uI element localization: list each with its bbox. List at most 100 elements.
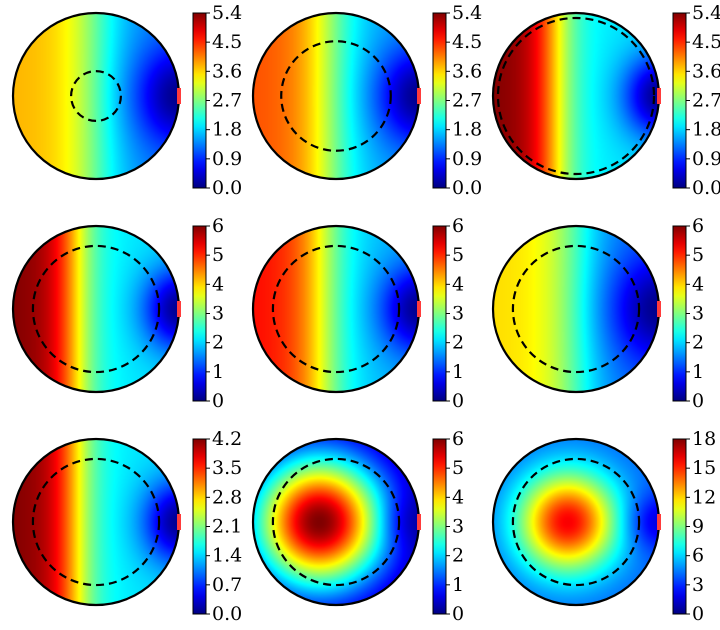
colorbar-tick-label: 18 [692,428,716,450]
colorbar-tick-label: 2.7 [452,90,482,112]
colorbar [672,12,687,189]
colorbar [192,12,207,189]
colorbar-tick-label: 0.0 [212,603,242,625]
inner-dashed-circle [271,244,401,374]
inner-dashed-circle [31,244,161,374]
colorbar-tick-label: 15 [692,457,716,479]
colorbar-tick-label: 0.9 [692,148,720,170]
colorbar-tick-label: 0.9 [452,148,482,170]
colorbar-tick-label: 6 [692,215,704,237]
colorbar-tick-label: 3.6 [212,60,242,82]
sink-marker [657,301,661,317]
inner-dashed-circle [496,16,656,176]
colorbar-tick-label: 2.8 [212,486,242,508]
colorbar-tick-label: 1 [452,361,464,383]
colorbar-tick-label: 3 [452,303,464,325]
inner-dashed-circle [31,457,161,587]
colorbar-tick-label: 1.4 [212,545,242,567]
colorbar-tick-label: 0 [692,390,704,412]
sink-marker [417,514,421,530]
inner-dashed-circle [271,457,401,587]
heatmap-field [253,226,419,392]
sink-marker [657,88,661,104]
colorbar-tick-label: 9 [692,516,704,538]
colorbar-tick-label: 1.8 [692,119,720,141]
panel-2: 5.4 4.5 3.6 2.7 1.8 0.9 0.0 [251,2,482,199]
sink-marker [657,514,661,530]
colorbar-tick-label: 3.6 [692,60,720,82]
inner-dashed-circle [69,69,122,122]
sink-marker [177,514,181,530]
colorbar-tick-label: 3.5 [212,457,242,479]
heatmap-field [493,226,659,392]
colorbar-tick-label: 3.6 [452,60,482,82]
inner-dashed-circle [511,244,641,374]
colorbar-tick-label: 5 [452,457,464,479]
colorbar-tick-label: 0.0 [212,177,242,199]
colorbar-tick-label: 5.4 [212,2,242,24]
colorbar-tick-label: 6 [452,428,464,450]
colorbar-tick-label: 4 [452,486,464,508]
colorbar-tick-label: 3 [692,303,704,325]
colorbar-tick-label: 2.1 [212,516,242,538]
colorbar [672,438,687,615]
colorbar-tick-label: 4.5 [692,31,720,53]
colorbar-tick-label: 2.7 [212,90,242,112]
colorbar-tick-label: 5.4 [692,2,720,24]
colorbar-tick-label: 0 [452,390,464,412]
colorbar-tick-label: 3 [452,516,464,538]
colorbar-tick-label: 4 [692,273,704,295]
colorbar-tick-label: 1.8 [452,119,482,141]
colorbar [432,225,447,402]
colorbar [192,438,207,615]
colorbar-tick-label: 2 [452,332,464,354]
panel-9: 18 15 12 9 6 3 0 [491,428,716,625]
colorbar-tick-label: 0.7 [212,574,242,596]
colorbar-tick-label: 0 [452,603,464,625]
colorbar-tick-label: 5.4 [452,2,482,24]
colorbar-tick-label: 1 [452,574,464,596]
heatmap-field [13,226,179,392]
colorbar-tick-label: 6 [452,215,464,237]
colorbar [672,225,687,402]
colorbar-tick-label: 0.0 [692,177,720,199]
colorbar-tick-label: 1.8 [212,119,242,141]
colorbar-tick-label: 2 [212,332,224,354]
colorbar-tick-label: 2 [692,332,704,354]
colorbar-tick-label: 2 [452,545,464,567]
panel-8: 6 5 4 3 2 1 0 [251,428,464,625]
heatmap-field [13,439,179,605]
colorbar [432,438,447,615]
colorbar-tick-label: 0 [692,603,704,625]
colorbar-tick-label: 1 [212,361,224,383]
colorbar-tick-label: 4.5 [212,31,242,53]
colorbar [432,12,447,189]
colorbar-tick-label: 4 [452,273,464,295]
heatmap-field [13,13,179,179]
panel-5: 6 5 4 3 2 1 0 [251,215,464,412]
colorbar-tick-label: 6 [692,545,704,567]
colorbar [192,225,207,402]
colorbar-tick-label: 2.7 [692,90,720,112]
panel-3: 5.4 4.5 3.6 2.7 1.8 0.9 0.0 [491,2,720,199]
colorbar-tick-label: 3 [212,303,224,325]
colorbar-tick-label: 6 [212,215,224,237]
colorbar-tick-label: 5 [212,244,224,266]
panel-6: 6 5 4 3 2 1 0 [491,215,704,412]
panel-4: 6 5 4 3 2 1 0 [11,215,224,412]
colorbar-tick-label: 3 [692,574,704,596]
panel-1: 5.4 4.5 3.6 2.7 1.8 0.9 0.0 [11,2,242,199]
heatmap-field [493,439,659,605]
colorbar-tick-label: 5 [452,244,464,266]
colorbar-tick-label: 0.9 [212,148,242,170]
panel-7: 4.2 3.5 2.8 2.1 1.4 0.7 0.0 [11,428,242,625]
colorbar-tick-label: 12 [692,486,716,508]
colorbar-tick-label: 4.2 [212,428,242,450]
sink-marker [177,88,181,104]
sink-marker [177,301,181,317]
colorbar-tick-label: 1 [692,361,704,383]
colorbar-tick-label: 5 [692,244,704,266]
inner-dashed-circle [280,40,392,152]
sink-marker [417,301,421,317]
